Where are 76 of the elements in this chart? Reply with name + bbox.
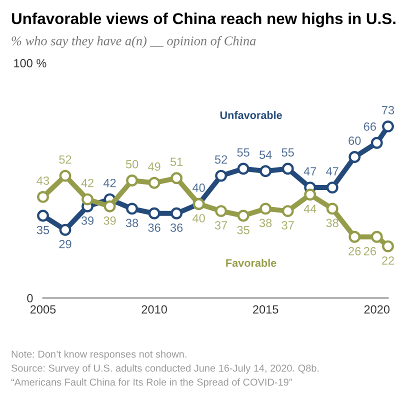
point [59,170,72,182]
data-label: 37 [214,221,228,230]
data-label: 40 [192,214,205,222]
point [104,200,116,212]
point [37,190,49,203]
source-note: Source: Survey of U.S. adults conducted June 16-July 14, 2020. Q8b. [11,364,319,374]
data-label: 52 [59,155,72,164]
data-label: 44 [304,204,316,213]
point [37,210,49,222]
data-label: 60 [348,136,361,145]
data-label: 29 [59,240,72,248]
point [215,205,228,218]
x-tick-label: 2005 [30,305,56,314]
point [326,202,338,215]
point [126,202,138,215]
data-label: 47 [326,167,338,176]
point [282,205,294,218]
data-label: 42 [81,178,94,188]
data-label: 50 [126,160,138,168]
data-label: 55 [237,148,250,157]
y-tick-label: 100 % [14,59,46,68]
point [304,188,316,201]
data-label: 22 [382,256,394,265]
data-label: 39 [81,216,94,225]
point [348,230,361,243]
point [215,170,228,182]
y-tick-label: 0 [27,294,33,302]
chart-subtitle: % who say they have a(n) __ opinion of China [12,36,256,48]
text: Note: Don’t know responses not shown. [12,350,186,360]
data-label: 51 [170,158,183,166]
data-label: 73 [382,106,394,114]
x-tick-label: 2015 [253,305,278,314]
point [170,207,183,220]
data-label: 38 [126,218,138,228]
point [260,202,272,215]
chart-title: Unfavorable views of China reach new highs in U.S. [12,12,396,28]
data-label: 47 [304,167,316,176]
text: Favorable [226,258,276,267]
data-label: 38 [259,218,272,228]
data-label: 66 [364,122,376,131]
x-tick-label: 2020 [364,305,390,314]
point [59,224,72,236]
text: “Americans Fault China for Its Role in the Spread of COVID-19” [11,378,292,388]
point [370,230,383,243]
data-label: 54 [259,150,272,159]
data-label: 37 [282,221,294,230]
point [170,172,183,184]
data-label: 35 [237,226,250,234]
point [82,193,94,206]
text: Unfavorable [220,111,282,120]
point [348,151,361,163]
data-label: 55 [282,148,294,157]
data-label: 52 [214,155,228,164]
data-label: 39 [104,216,116,225]
data-label: 42 [103,178,116,188]
point [382,240,394,252]
point [260,165,272,178]
data-label: 36 [148,223,160,232]
point [382,120,394,132]
point [148,207,160,220]
point [282,162,294,175]
data-label: 26 [364,246,376,256]
point [148,176,160,189]
data-label: 40 [192,184,205,192]
point [126,174,138,186]
x-tick-label: 2010 [142,305,167,314]
data-label: 26 [348,246,361,256]
data-label: 38 [326,218,338,228]
point [237,162,250,175]
point [326,182,338,194]
data-label: 35 [36,226,50,234]
point [370,136,383,149]
data-label: 36 [170,223,183,232]
data-label: 43 [36,176,50,185]
point [237,210,250,222]
data-label: 49 [148,162,160,171]
